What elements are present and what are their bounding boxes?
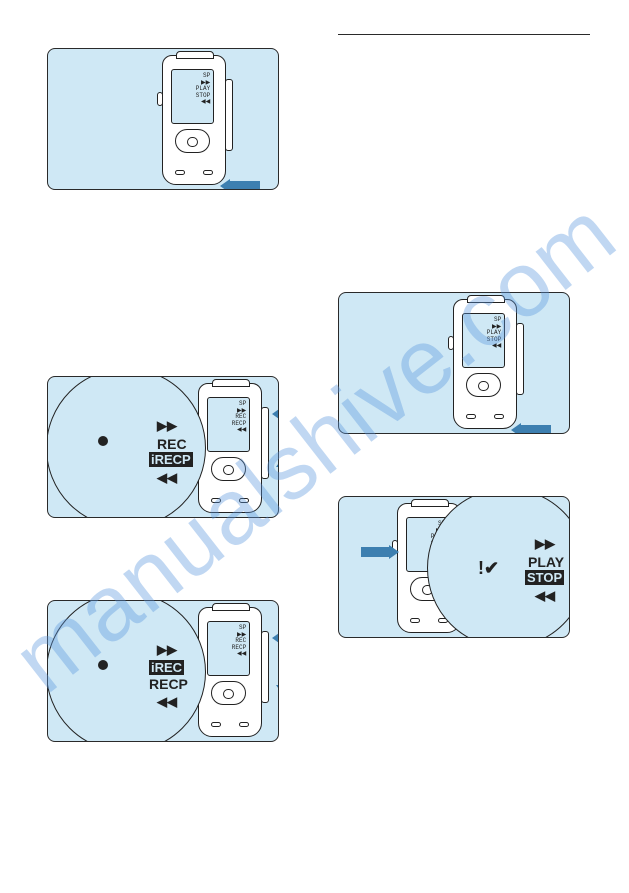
device-top xyxy=(212,379,250,387)
illustration-panel: SP▶▶PLAYSTOP◀◀ xyxy=(338,292,570,434)
arrow-right-icon xyxy=(361,543,401,566)
side-slider xyxy=(261,631,269,703)
device-screen: SP▶▶RECRECP◀◀ xyxy=(207,397,251,452)
arrow-left-icon xyxy=(270,405,279,428)
side-nub xyxy=(157,92,163,106)
arrow-left-icon xyxy=(509,421,551,434)
inset-label: ◀◀ xyxy=(157,470,177,486)
device-top xyxy=(176,51,214,59)
arrow-left-icon xyxy=(218,177,260,190)
device-screen: SP▶▶RECRECP◀◀ xyxy=(207,621,251,676)
inset-label: ▶▶ xyxy=(157,642,177,658)
inset-label: REC xyxy=(157,436,187,452)
illustration-panel: SP▶▶PLAYSTOP◀◀ xyxy=(47,48,279,190)
inset-label: iREC xyxy=(149,660,184,675)
screen-labels: SP▶▶RECRECP◀◀ xyxy=(232,625,246,658)
device-small-btn xyxy=(239,722,249,727)
record-dot-icon xyxy=(98,436,108,446)
record-dot-icon xyxy=(98,660,108,670)
device-screen: SP▶▶PLAYSTOP◀◀ xyxy=(171,69,215,124)
device-small-btn xyxy=(211,498,221,503)
inset-label: ◀◀ xyxy=(535,588,555,604)
screen-label-line: ◀◀ xyxy=(232,651,246,658)
side-slider xyxy=(516,323,524,395)
dpad-center xyxy=(187,137,198,148)
side-slider xyxy=(225,79,233,151)
inset-label: iRECP xyxy=(149,452,193,467)
inset-magnifier: ▶▶ RECiRECP ◀◀ xyxy=(47,376,206,518)
top-rule xyxy=(338,34,590,35)
arrow-up-icon xyxy=(274,455,279,496)
device-small-btn xyxy=(410,618,420,623)
device-small-btn xyxy=(494,414,504,419)
device-small-btn xyxy=(203,170,213,175)
dpad-center xyxy=(478,381,489,392)
side-nub xyxy=(448,336,454,350)
dpad-center xyxy=(223,689,234,700)
inset-label: ▶▶ xyxy=(157,418,177,434)
illustration-panel: SP▶▶PLAYSTOP◀◀▶▶PLAYSTOP◀◀!✔ xyxy=(338,496,570,638)
dpad-center xyxy=(223,465,234,476)
screen-label-line: ◀◀ xyxy=(196,99,210,106)
screen-labels: SP▶▶RECRECP◀◀ xyxy=(232,401,246,434)
device-small-btn xyxy=(466,414,476,419)
screen-label-line: ◀◀ xyxy=(487,343,501,350)
inset-label: ▶▶ xyxy=(535,536,555,552)
inset-label: STOP xyxy=(525,570,564,585)
device-body: SP▶▶PLAYSTOP◀◀ xyxy=(453,299,517,429)
screen-labels: SP▶▶PLAYSTOP◀◀ xyxy=(487,317,501,350)
device-body: SP▶▶RECRECP◀◀ xyxy=(198,383,262,513)
device-body: SP▶▶RECRECP◀◀ xyxy=(198,607,262,737)
device-body: SP▶▶PLAYSTOP◀◀ xyxy=(162,55,226,185)
inset-label: PLAY xyxy=(528,554,564,570)
inset-magnifier: ▶▶ iRECRECP ◀◀ xyxy=(47,600,206,742)
device-top xyxy=(212,603,250,611)
inset-label: RECP xyxy=(149,676,188,692)
screen-labels: SP▶▶PLAYSTOP◀◀ xyxy=(196,73,210,106)
inset-label: !✔ xyxy=(478,558,499,579)
inset-label: ◀◀ xyxy=(157,694,177,710)
inset-magnifier: ▶▶ PLAYSTOP ◀◀ !✔ xyxy=(427,496,570,638)
device-top xyxy=(467,295,505,303)
device-small-btn xyxy=(239,498,249,503)
screen-label-line: ◀◀ xyxy=(232,427,246,434)
device-small-btn xyxy=(175,170,185,175)
arrow-down-icon xyxy=(274,661,279,702)
device-screen: SP▶▶PLAYSTOP◀◀ xyxy=(462,313,506,368)
device-top xyxy=(411,499,449,507)
illustration-panel: SP▶▶RECRECP◀◀ ▶▶ iRECRECP ◀◀ xyxy=(47,600,279,742)
illustration-panel: SP▶▶RECRECP◀◀ ▶▶ RECiRECP ◀◀ xyxy=(47,376,279,518)
arrow-left-icon xyxy=(270,629,279,652)
device-small-btn xyxy=(211,722,221,727)
side-slider xyxy=(261,407,269,479)
